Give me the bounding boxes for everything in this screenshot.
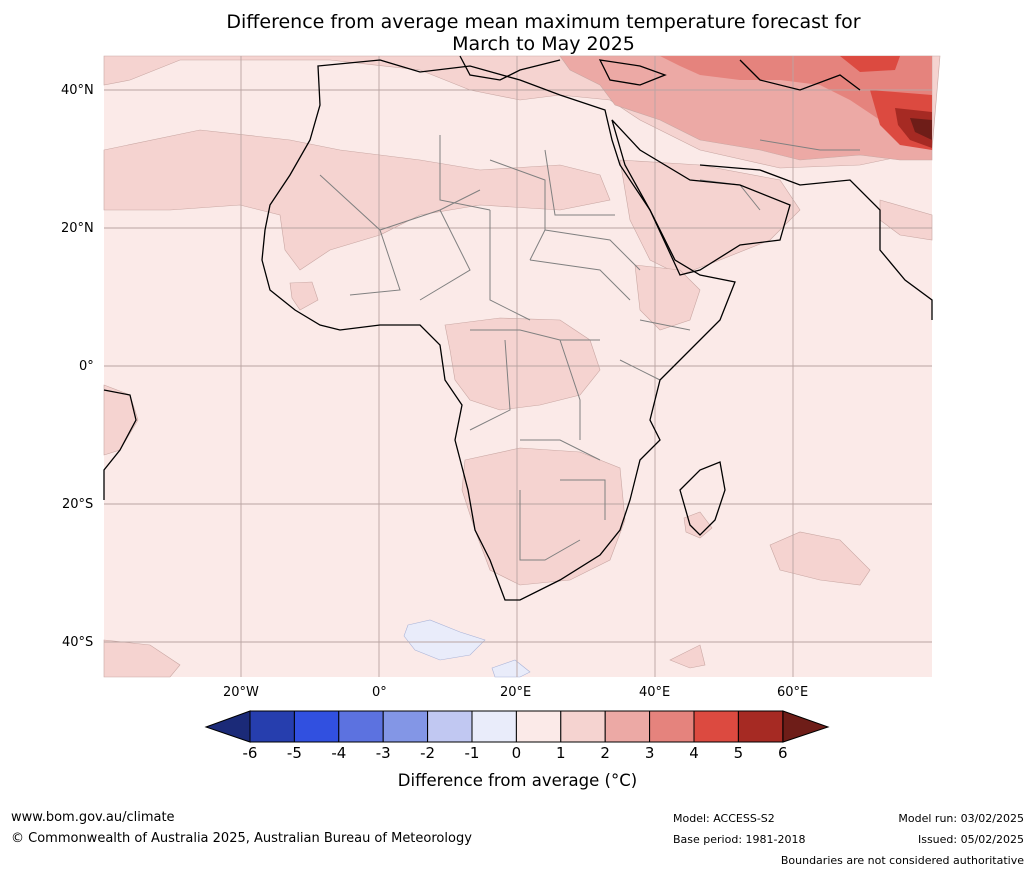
lon-tick-20e: 20°E	[500, 685, 532, 700]
colorbar-bin	[515, 710, 562, 743]
colorbar-bin	[427, 710, 473, 743]
lon-tick-0: 0°	[372, 685, 387, 700]
colorbar-label: Difference from average (°C)	[397, 771, 638, 790]
lat-tick-40n: 40°N	[61, 83, 94, 98]
colorbar-bin	[293, 710, 340, 743]
country-borders	[319, 135, 860, 561]
disclaimer-text: Boundaries are not considered authoritat…	[780, 854, 1024, 867]
colorbar-bin	[471, 710, 517, 743]
colorbar-tick: 2	[600, 744, 610, 762]
colorbar-tick: 1	[556, 744, 566, 762]
colorbar-tick: -6	[242, 744, 258, 762]
anomaly-fill-minus-1-0	[403, 619, 531, 678]
lat-tick-equator: 0°	[79, 359, 94, 374]
colorbar-tick: 5	[733, 744, 744, 762]
colorbar-bin	[249, 710, 295, 743]
colorbar-bin	[382, 710, 429, 743]
colorbar-max-arrow	[782, 710, 830, 743]
colorbar-bin	[693, 710, 739, 743]
lon-tick-20w: 20°W	[223, 685, 259, 700]
colorbar-bin	[560, 710, 606, 743]
lon-tick-60e: 60°E	[777, 685, 809, 700]
issued-text: Issued: 05/02/2025	[917, 833, 1024, 846]
model-run-text: Model run: 03/02/2025	[898, 812, 1024, 825]
website-link[interactable]: www.bom.gov.au/climate	[11, 810, 175, 825]
colorbar-tick: -2	[420, 744, 436, 762]
colorbar-tick: 6	[778, 744, 788, 762]
chart-title-line-2: March to May 2025	[452, 33, 635, 55]
colorbar-min-arrow	[204, 710, 251, 743]
colorbar-tick: -4	[331, 744, 347, 762]
colorbar-bin	[338, 710, 384, 743]
colorbar-tick: -5	[286, 744, 302, 762]
lat-tick-40s: 40°S	[62, 635, 94, 650]
colorbar-bin	[649, 710, 695, 743]
copyright-text: © Commonwealth of Australia 2025, Austra…	[11, 831, 472, 846]
chart-title-line-1: Difference from average mean maximum tem…	[226, 11, 861, 33]
coastlines	[103, 55, 933, 601]
lon-tick-40e: 40°E	[639, 685, 671, 700]
colorbar-tick: 0	[511, 744, 522, 762]
base-period-text: Base period: 1981-2018	[673, 833, 806, 846]
colorbar	[204, 710, 830, 743]
colorbar-tick: -3	[375, 744, 391, 762]
lat-tick-20n: 20°N	[61, 221, 94, 236]
colorbar-bin	[737, 710, 784, 743]
graticule	[104, 56, 932, 677]
lat-tick-20s: 20°S	[62, 497, 94, 512]
colorbar-tick: 4	[689, 744, 699, 762]
anomaly-fill-3-4	[660, 56, 932, 135]
colorbar-tick: -1	[464, 744, 480, 762]
colorbar-tick: 3	[644, 744, 655, 762]
anomaly-fill-6-plus	[910, 118, 932, 140]
model-text: Model: ACCESS-S2	[673, 812, 775, 825]
colorbar-bin	[604, 710, 651, 743]
anomaly-fill-5-6	[895, 108, 932, 148]
